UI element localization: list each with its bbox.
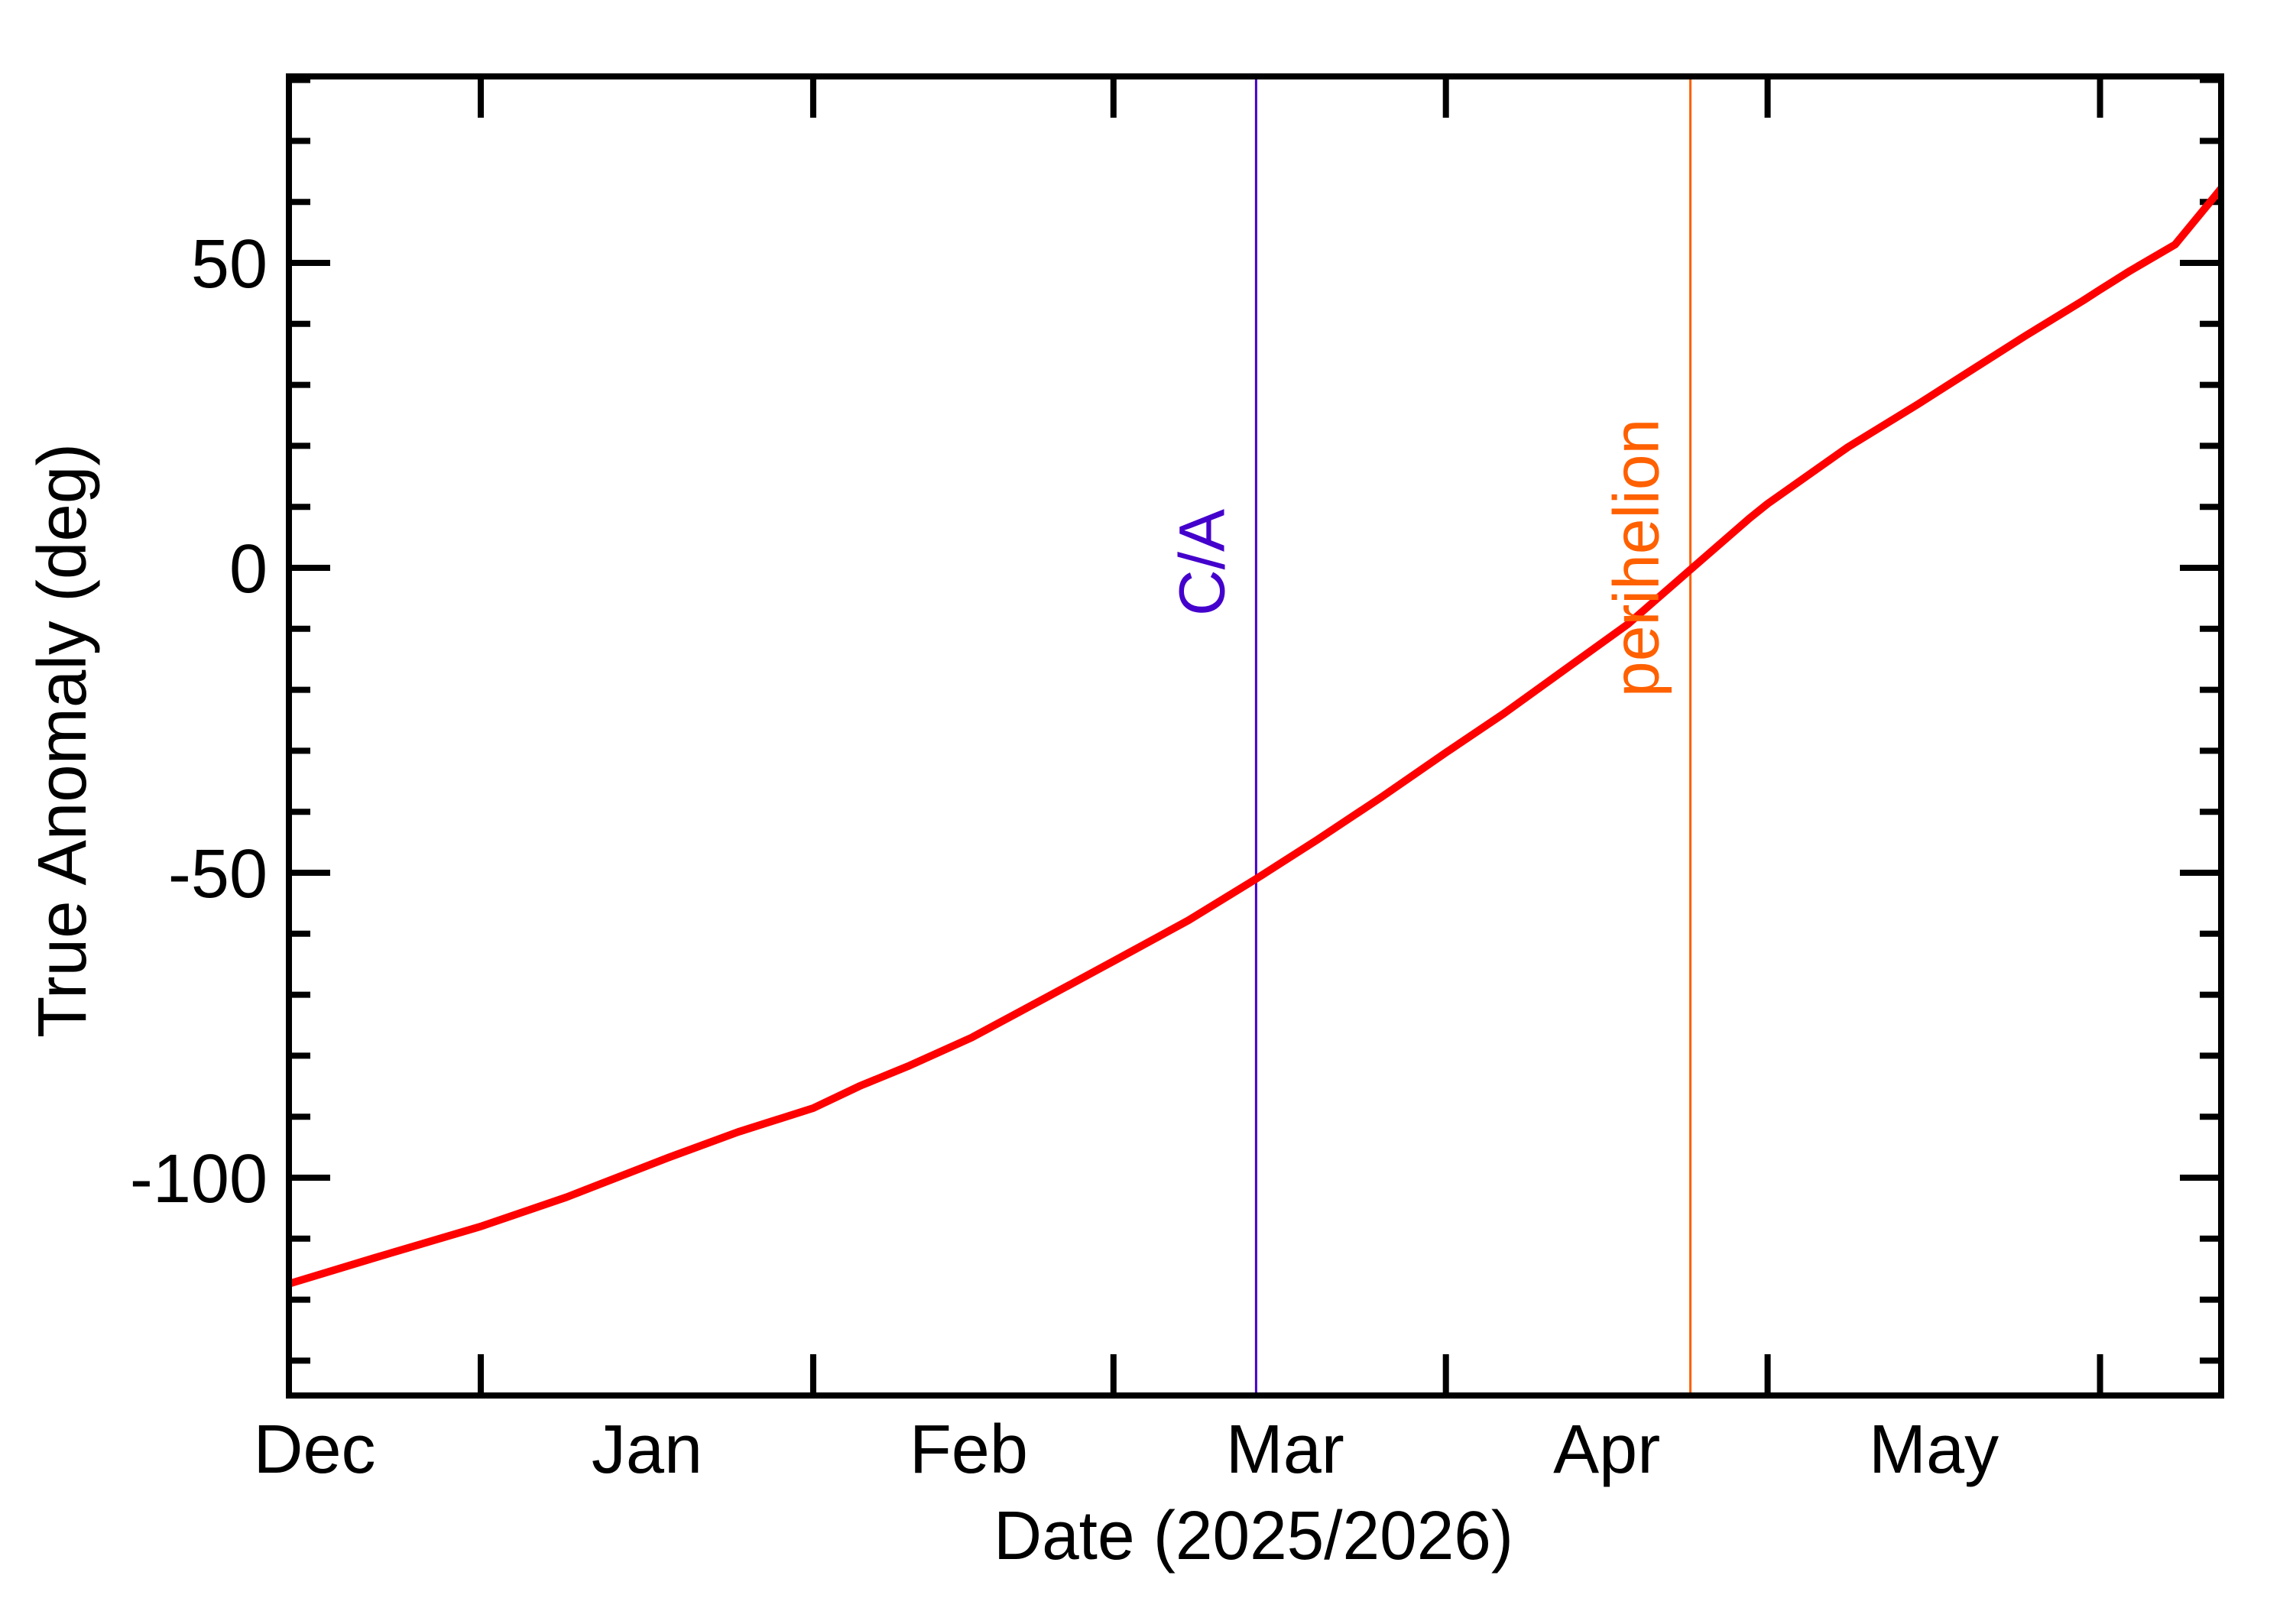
axis-major-ticks — [289, 76, 2221, 1395]
x-month-label: May — [1869, 1412, 1999, 1488]
true-anomaly-curve — [287, 186, 2224, 1288]
y-tick-label: 50 — [191, 226, 268, 303]
x-month-label: Jan — [592, 1412, 702, 1488]
plot-frame — [286, 73, 2224, 1399]
perihelion-marker-label: perihelion — [1601, 419, 1672, 697]
y-tick-labels: 50 0 -50 -100 — [130, 226, 268, 1217]
y-tick-label: -100 — [130, 1141, 268, 1217]
y-tick-label: 0 — [229, 531, 268, 608]
y-tick-label: -50 — [168, 836, 268, 912]
x-axis-title: Date (2025/2026) — [994, 1498, 1513, 1574]
y-axis-title: True Anomaly (deg) — [24, 443, 101, 1038]
x-month-label: Mar — [1226, 1412, 1344, 1488]
x-tick-labels: Dec Jan Feb Mar Apr May — [254, 1412, 1999, 1488]
y-minor-ticks — [289, 76, 2221, 1364]
x-month-label: Dec — [254, 1412, 376, 1488]
x-month-label: Feb — [910, 1412, 1028, 1488]
x-month-label: Apr — [1553, 1412, 1660, 1488]
ca-marker-label: C/A — [1166, 509, 1237, 616]
